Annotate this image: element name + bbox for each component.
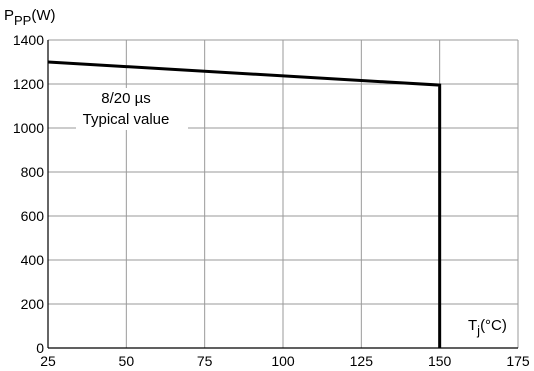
x-axis-label: Tj(°C) <box>468 317 507 338</box>
x-tick-label-150: 150 <box>428 353 452 369</box>
x-axis-label-unit: (°C) <box>480 317 507 334</box>
x-axis-label-main: T <box>468 317 477 334</box>
x-tick-label-25: 25 <box>40 353 56 369</box>
y-tick-label-400: 400 <box>21 252 45 268</box>
x-tick-label-175: 175 <box>506 353 530 369</box>
x-tick-label-50: 50 <box>119 353 135 369</box>
x-tick-label-100: 100 <box>271 353 295 369</box>
y-tick-label-0: 0 <box>36 340 44 356</box>
y-axis-label-unit: (W) <box>31 7 55 24</box>
y-tick-label-1400: 1400 <box>13 32 44 48</box>
y-tick-label-200: 200 <box>21 296 45 312</box>
x-axis-label-sub: j <box>476 323 480 338</box>
series-line-0 <box>47 60 442 348</box>
x-tick-label-125: 125 <box>350 353 374 369</box>
series <box>47 60 442 348</box>
y-axis-label-sub: PP <box>14 13 31 28</box>
x-tick-label-75: 75 <box>197 353 213 369</box>
annotation-pulse: 8/20 µs <box>101 90 151 107</box>
y-axis-label: PPP(W) <box>4 7 56 28</box>
grid <box>48 39 519 348</box>
tick-labels: 25 50 75 100 125 150 175 0 200 400 600 800 1000 1200 1… <box>13 32 530 369</box>
y-tick-label-1000: 1000 <box>13 120 44 136</box>
y-tick-label-800: 800 <box>21 164 45 180</box>
annotation-typical: Typical value <box>83 111 170 128</box>
y-axis-label-main: P <box>4 7 14 24</box>
annotation-background <box>76 88 188 130</box>
y-tick-label-1200: 1200 <box>13 76 44 92</box>
y-tick-label-600: 600 <box>21 208 45 224</box>
